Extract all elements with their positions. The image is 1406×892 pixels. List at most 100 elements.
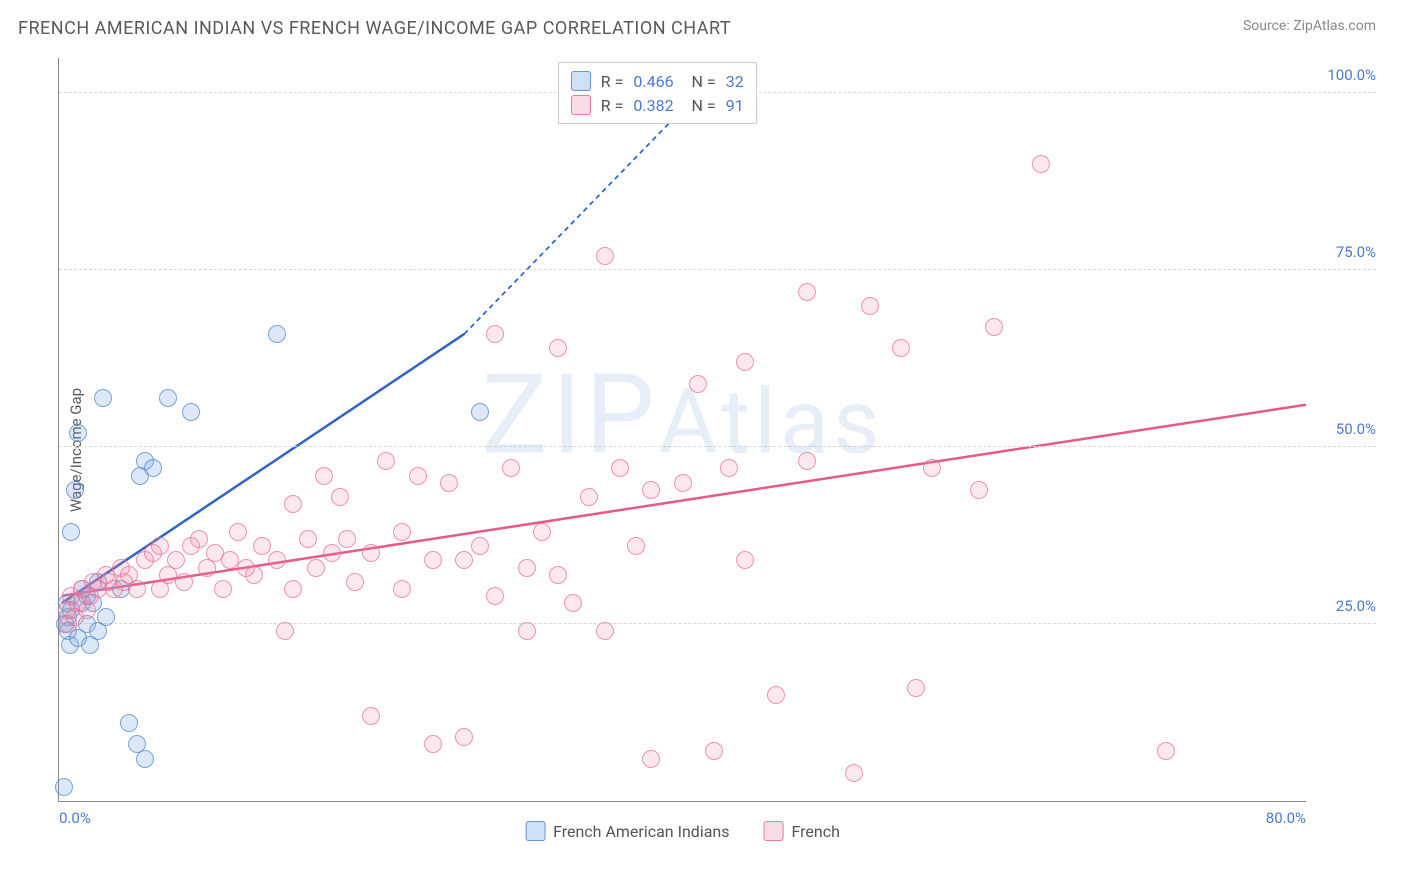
legend-row-blue: R = 0.466 N = 32 <box>571 69 744 93</box>
scatter-point <box>970 481 988 499</box>
r-value-pink: 0.382 <box>633 96 673 115</box>
scatter-point <box>736 551 754 569</box>
scatter-point <box>502 459 520 477</box>
scatter-point <box>346 573 364 591</box>
swatch-icon <box>525 821 545 841</box>
scatter-point <box>299 530 317 548</box>
scatter-point <box>564 594 582 612</box>
scatter-point <box>486 587 504 605</box>
swatch-icon <box>571 71 591 91</box>
scatter-point <box>455 728 473 746</box>
scatter-point <box>362 544 380 562</box>
scatter-point <box>362 707 380 725</box>
legend-row-pink: R = 0.382 N = 91 <box>571 93 744 117</box>
r-label: R = <box>601 96 624 115</box>
gridline-h <box>59 269 1376 270</box>
source-value: ZipAtlas.com <box>1293 18 1376 34</box>
scatter-point <box>845 764 863 782</box>
scatter-point <box>175 573 193 591</box>
y-tick-label: 25.0% <box>1316 597 1376 615</box>
scatter-point <box>720 459 738 477</box>
scatter-point <box>689 375 707 393</box>
scatter-point <box>424 735 442 753</box>
scatter-point <box>907 679 925 697</box>
scatter-point <box>323 544 341 562</box>
scatter-point <box>1157 742 1175 760</box>
scatter-point <box>767 686 785 704</box>
scatter-point <box>393 580 411 598</box>
scatter-point <box>580 488 598 506</box>
chart-header: FRENCH AMERICAN INDIAN VS FRENCH WAGE/IN… <box>0 0 1406 45</box>
scatter-point <box>245 566 263 584</box>
scatter-point <box>214 580 232 598</box>
legend-item-blue: French American Indians <box>525 821 729 841</box>
scatter-point <box>167 551 185 569</box>
scatter-point <box>409 467 427 485</box>
scatter-point <box>471 403 489 421</box>
trend-lines <box>59 58 1306 801</box>
scatter-point <box>596 247 614 265</box>
y-tick-label: 100.0% <box>1316 66 1376 84</box>
scatter-point <box>642 481 660 499</box>
chart-title: FRENCH AMERICAN INDIAN VS FRENCH WAGE/IN… <box>18 18 731 39</box>
scatter-point <box>424 551 442 569</box>
n-value-blue: 32 <box>726 72 744 91</box>
scatter-point <box>923 459 941 477</box>
scatter-point <box>307 559 325 577</box>
scatter-point <box>736 353 754 371</box>
scatter-point <box>253 537 271 555</box>
scatter-point <box>892 339 910 357</box>
gridline-h <box>59 623 1376 624</box>
scatter-point <box>705 742 723 760</box>
scatter-point <box>338 530 356 548</box>
scatter-point <box>284 495 302 513</box>
scatter-point <box>798 283 816 301</box>
scatter-point <box>159 389 177 407</box>
scatter-point <box>455 551 473 569</box>
legend-item-pink: French <box>764 821 840 841</box>
scatter-plot-area: ZIPAtlas R = 0.466 N = 32 R = 0.382 N = … <box>58 58 1306 802</box>
source-label: Source: <box>1243 18 1290 34</box>
scatter-point <box>549 339 567 357</box>
y-tick-label: 50.0% <box>1316 420 1376 438</box>
scatter-point <box>518 559 536 577</box>
scatter-point <box>471 537 489 555</box>
source-attribution: Source: ZipAtlas.com <box>1243 18 1376 34</box>
scatter-point <box>182 403 200 421</box>
n-value-pink: 91 <box>726 96 744 115</box>
scatter-point <box>440 474 458 492</box>
scatter-point <box>136 750 154 768</box>
scatter-point <box>674 474 692 492</box>
scatter-point <box>144 459 162 477</box>
scatter-point <box>533 523 551 541</box>
scatter-point <box>985 318 1003 336</box>
n-label: N = <box>684 96 716 115</box>
scatter-point <box>55 778 73 796</box>
scatter-point <box>549 566 567 584</box>
scatter-point <box>798 452 816 470</box>
legend-label: French American Indians <box>553 822 729 841</box>
correlation-legend: R = 0.466 N = 32 R = 0.382 N = 91 <box>558 62 757 124</box>
r-label: R = <box>601 72 624 91</box>
scatter-point <box>861 297 879 315</box>
scatter-point <box>229 523 247 541</box>
scatter-point <box>128 580 146 598</box>
scatter-point <box>66 481 84 499</box>
scatter-point <box>486 325 504 343</box>
scatter-point <box>627 537 645 555</box>
scatter-point <box>611 459 629 477</box>
chart-container: Wage/Income Gap ZIPAtlas R = 0.466 N = 3… <box>18 48 1386 852</box>
scatter-point <box>331 488 349 506</box>
scatter-point <box>596 622 614 640</box>
swatch-icon <box>764 821 784 841</box>
scatter-point <box>284 580 302 598</box>
scatter-point <box>151 537 169 555</box>
gridline-h <box>59 446 1376 447</box>
scatter-point <box>120 714 138 732</box>
swatch-icon <box>571 95 591 115</box>
scatter-point <box>315 467 333 485</box>
scatter-point <box>268 325 286 343</box>
scatter-point <box>268 551 286 569</box>
series-legend: French American Indians French <box>525 821 840 841</box>
scatter-point <box>190 530 208 548</box>
